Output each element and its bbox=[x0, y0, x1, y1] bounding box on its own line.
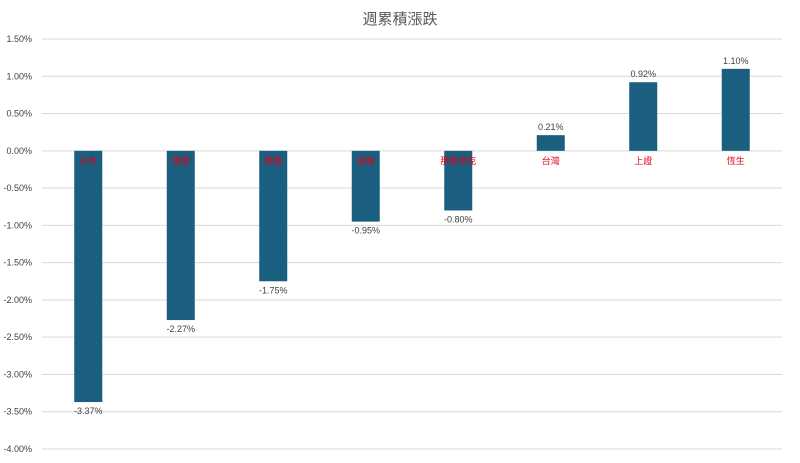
data-label: 0.21% bbox=[538, 122, 564, 132]
gridlines bbox=[42, 38, 782, 450]
y-tick-label: -2.00% bbox=[3, 295, 32, 305]
data-label: -3.37% bbox=[74, 406, 103, 416]
data-label: -1.75% bbox=[259, 285, 288, 295]
bars bbox=[74, 68, 750, 403]
y-tick-label: -4.00% bbox=[3, 444, 32, 454]
labels: 日本 -3.37% 德國 -2.27% 韓國 -1.75% 道瓊 -0.95% 那斯達克 -0.8… bbox=[74, 56, 749, 416]
category-label: 台灣 bbox=[542, 155, 560, 166]
category-label: 那斯達克 bbox=[440, 155, 476, 166]
y-tick-label: 0.00% bbox=[6, 146, 32, 156]
category-label: 恆生 bbox=[727, 155, 745, 166]
y-tick-label: 1.50% bbox=[6, 34, 32, 44]
bar bbox=[351, 150, 380, 222]
y-tick-label: -0.50% bbox=[3, 183, 32, 193]
y-tick-label: -1.00% bbox=[3, 220, 32, 230]
bar bbox=[166, 150, 195, 321]
category-label: 德國 bbox=[172, 155, 190, 166]
y-tick-label: 1.00% bbox=[6, 71, 32, 81]
data-label: 1.10% bbox=[723, 56, 749, 66]
y-tick-label: -1.50% bbox=[3, 258, 32, 268]
bar bbox=[536, 135, 565, 151]
category-label: 道瓊 bbox=[357, 155, 375, 166]
category-label: 上證 bbox=[634, 155, 652, 166]
bar bbox=[259, 150, 288, 282]
data-label: -2.27% bbox=[166, 324, 195, 334]
y-tick-label: -3.50% bbox=[3, 407, 32, 417]
data-label: 0.92% bbox=[630, 69, 656, 79]
data-label: -0.95% bbox=[351, 226, 380, 236]
bar bbox=[444, 150, 473, 211]
bar bbox=[629, 82, 658, 151]
y-axis-ticks: 1.50% 1.00% 0.50% 0.00% -0.50% -1.00% -1.50% -2… bbox=[3, 34, 32, 454]
y-tick-label: -3.00% bbox=[3, 369, 32, 379]
chart-title: 週累積漲跌 bbox=[362, 11, 437, 28]
bar bbox=[721, 68, 750, 151]
category-label: 韓國 bbox=[264, 156, 282, 166]
bar bbox=[74, 150, 103, 403]
data-label: -0.80% bbox=[444, 214, 473, 224]
category-label: 日本 bbox=[79, 155, 97, 166]
y-tick-label: 0.50% bbox=[6, 109, 32, 119]
y-tick-label: -2.50% bbox=[3, 332, 32, 342]
